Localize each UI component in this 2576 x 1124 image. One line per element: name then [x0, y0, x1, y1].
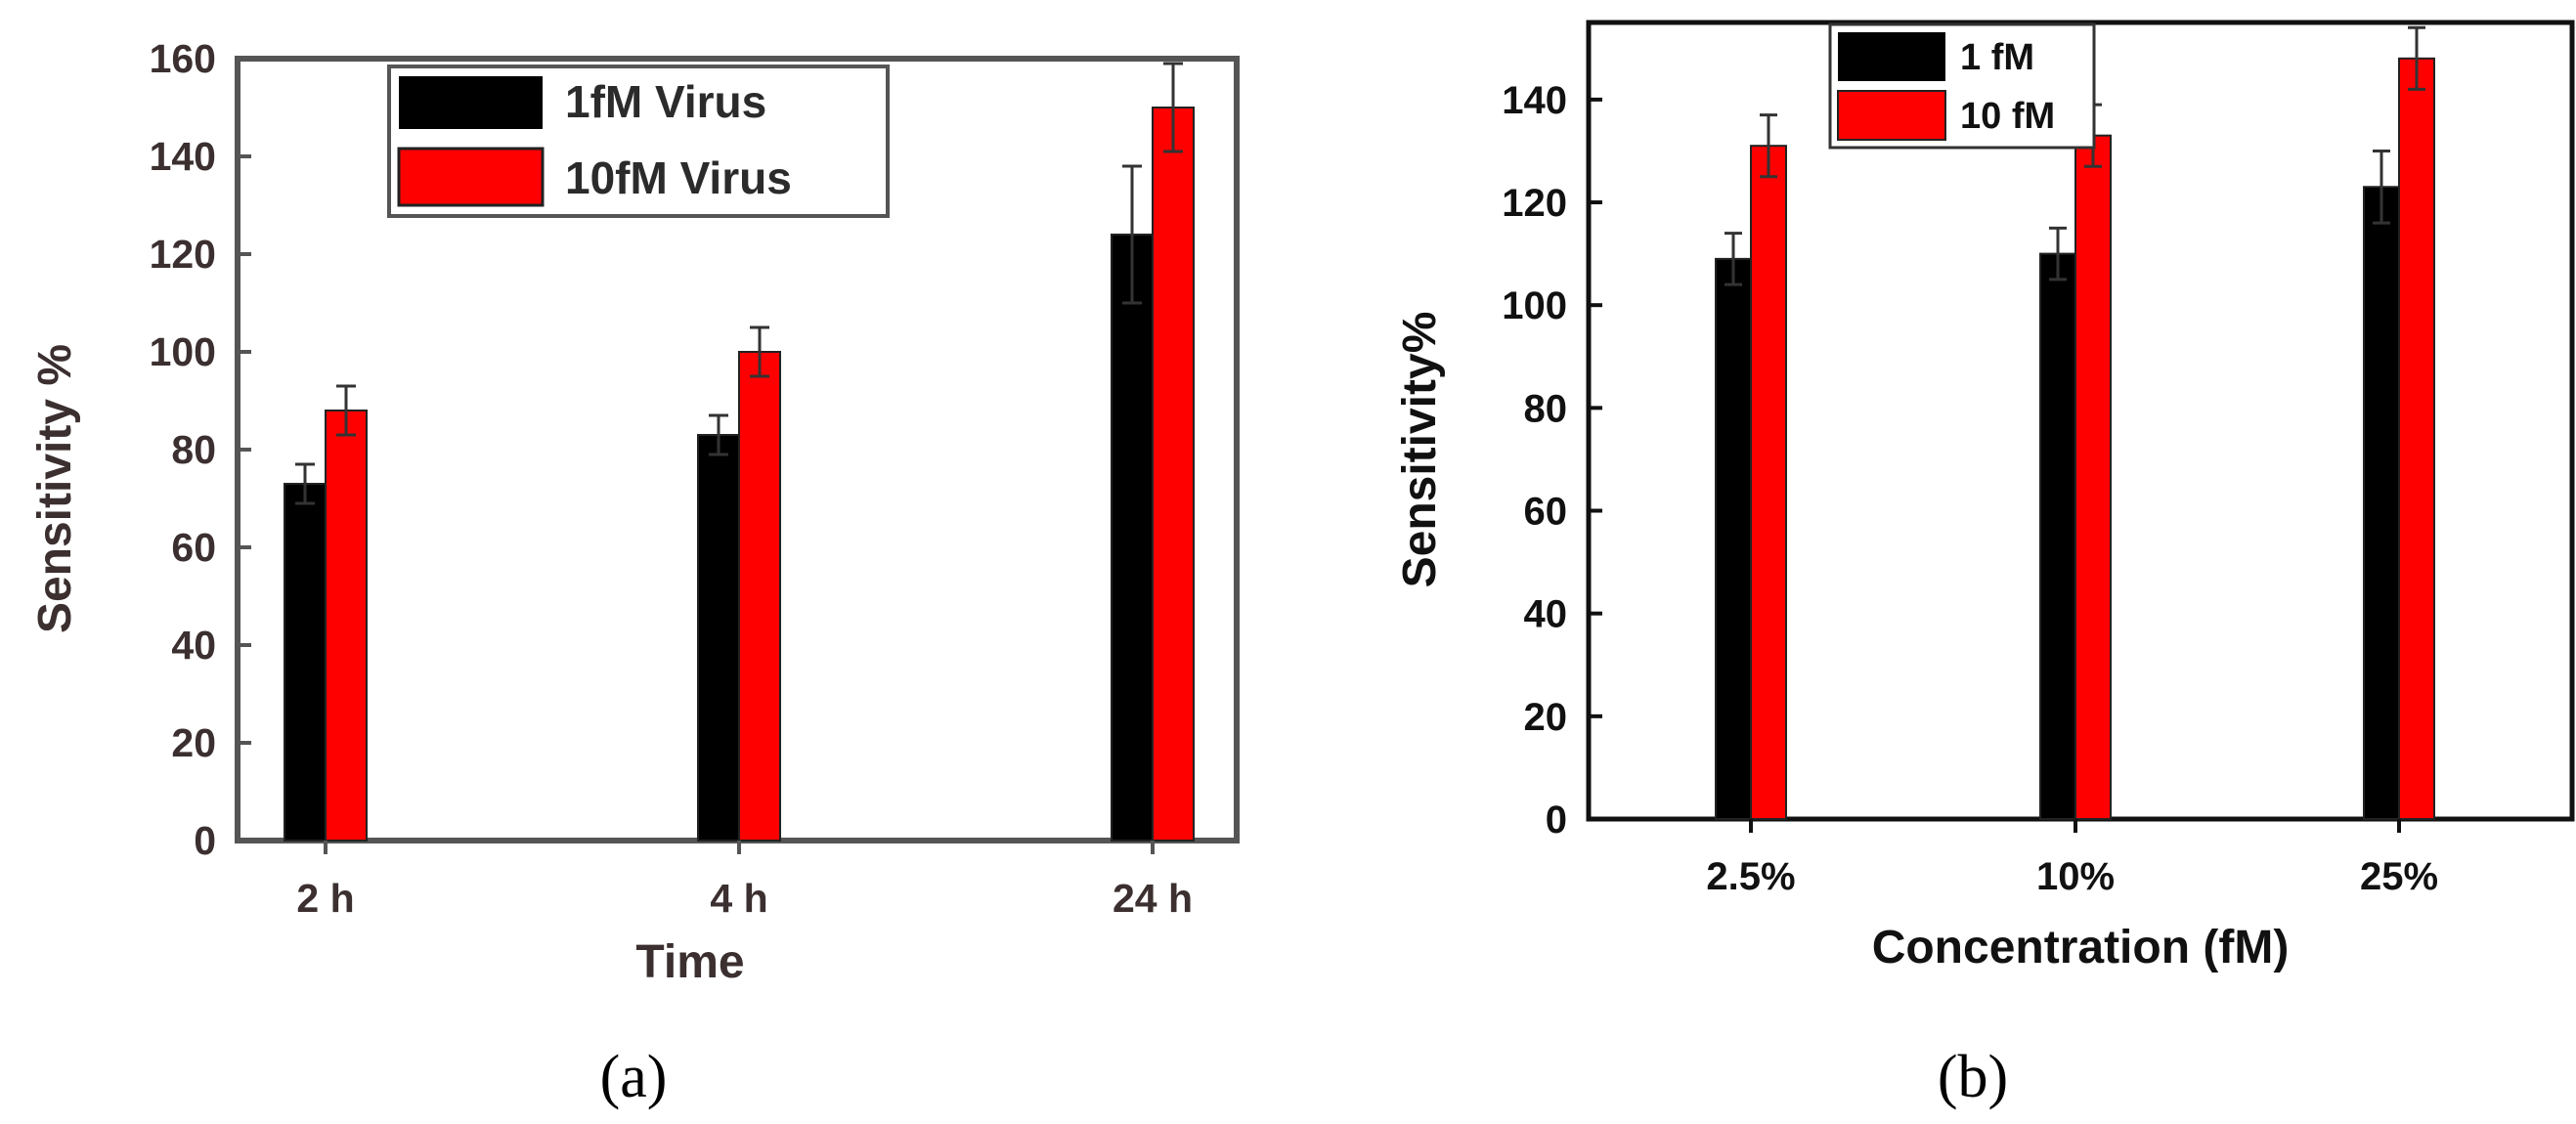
legend-swatch-1-fm — [1838, 32, 1945, 81]
error-bar — [1760, 113, 1777, 179]
bar-series1 — [697, 434, 740, 842]
y-tick-label: 140 — [1502, 79, 1567, 122]
x-ticks-a: 2 h 4 h 24 h — [296, 841, 1193, 921]
error-bar — [1725, 232, 1742, 286]
y-axis-label-b: Sensitivity% — [1394, 312, 1446, 588]
x-tick-label: 24 h — [1113, 876, 1193, 921]
y-tick-label: 80 — [171, 427, 216, 472]
y-tick-label: 80 — [1524, 387, 1568, 430]
bars-a — [284, 62, 1195, 842]
y-tick-label: 40 — [171, 623, 216, 668]
x-axis-label-b: Concentration (fM) — [1872, 922, 2290, 973]
x-tick-label: 25% — [2360, 855, 2438, 898]
y-tick-label: 20 — [171, 720, 216, 765]
bar-series2 — [2398, 57, 2435, 820]
legend-b: 1 fM 10 fM — [1828, 22, 2096, 150]
legend-label-10fm-virus: 10fM Virus — [565, 152, 792, 203]
legend-label-1fm-virus: 1fM Virus — [565, 76, 766, 127]
error-bar — [709, 413, 728, 456]
x-tick-label: 2 h — [296, 876, 354, 921]
x-axis-label-a: Time — [635, 936, 744, 988]
chart-panel-b: 0 20 40 60 80 100 120 140 2.5% 10% 25% 1 fM 10 fM… — [1394, 20, 2575, 1110]
y-ticks-b: 0 20 40 60 80 100 120 140 — [1502, 79, 1602, 842]
y-ticks-a: 0 20 40 60 80 100 120 140 160 — [150, 36, 251, 863]
bar-series2 — [2074, 134, 2112, 820]
bar-series2 — [738, 351, 781, 842]
y-tick-label: 0 — [194, 818, 216, 863]
bar-series2 — [325, 410, 368, 842]
y-axis-label-a: Sensitivity % — [29, 344, 81, 633]
error-bar — [750, 325, 769, 378]
bar-series1 — [284, 483, 327, 842]
error-bar — [2408, 25, 2425, 91]
y-tick-label: 60 — [1524, 491, 1568, 534]
bar-series2 — [1152, 107, 1195, 842]
legend-a: 1fM Virus 10fM Virus — [387, 65, 890, 218]
bar-series1 — [2039, 252, 2076, 820]
bar-series1 — [2363, 186, 2400, 821]
legend-swatch-10fm-virus — [397, 147, 545, 207]
legend-label-1-fm: 1 fM — [1960, 37, 2034, 78]
y-tick-label: 0 — [1546, 799, 1567, 842]
error-bar — [1163, 62, 1183, 153]
y-tick-label: 60 — [171, 525, 216, 570]
y-tick-label: 120 — [150, 232, 216, 277]
error-bar — [1122, 164, 1142, 305]
y-tick-label: 20 — [1524, 696, 1568, 739]
y-tick-label: 160 — [150, 36, 216, 81]
y-tick-label: 40 — [1524, 593, 1568, 636]
x-tick-label: 4 h — [710, 876, 767, 921]
chart-panel-a: 0 20 40 60 80 100 120 140 160 2 h 4 h 24 h 1fM Vir… — [29, 36, 1240, 1110]
legend-swatch-1fm-virus — [399, 76, 543, 129]
bar-series1 — [1111, 234, 1154, 842]
bars-b — [1715, 25, 2435, 821]
panel-label-b: (b) — [1938, 1044, 2008, 1110]
bar-series1 — [1715, 257, 1752, 820]
error-bar — [2373, 149, 2390, 225]
error-bar — [2049, 226, 2067, 281]
legend-swatch-10-fm — [1837, 90, 1946, 141]
error-bar — [336, 384, 356, 437]
y-tick-label: 100 — [150, 329, 216, 374]
x-ticks-b: 2.5% 10% 25% — [1706, 819, 2438, 898]
y-tick-label: 140 — [150, 134, 216, 179]
bar-series2 — [1750, 145, 1787, 820]
legend-label-10-fm: 10 fM — [1960, 96, 2055, 137]
x-tick-label: 10% — [2036, 855, 2115, 898]
x-tick-label: 2.5% — [1706, 855, 1795, 898]
panel-label-a: (a) — [600, 1044, 668, 1110]
y-tick-label: 120 — [1502, 182, 1567, 225]
y-tick-label: 100 — [1502, 284, 1567, 327]
error-bar — [295, 462, 315, 505]
